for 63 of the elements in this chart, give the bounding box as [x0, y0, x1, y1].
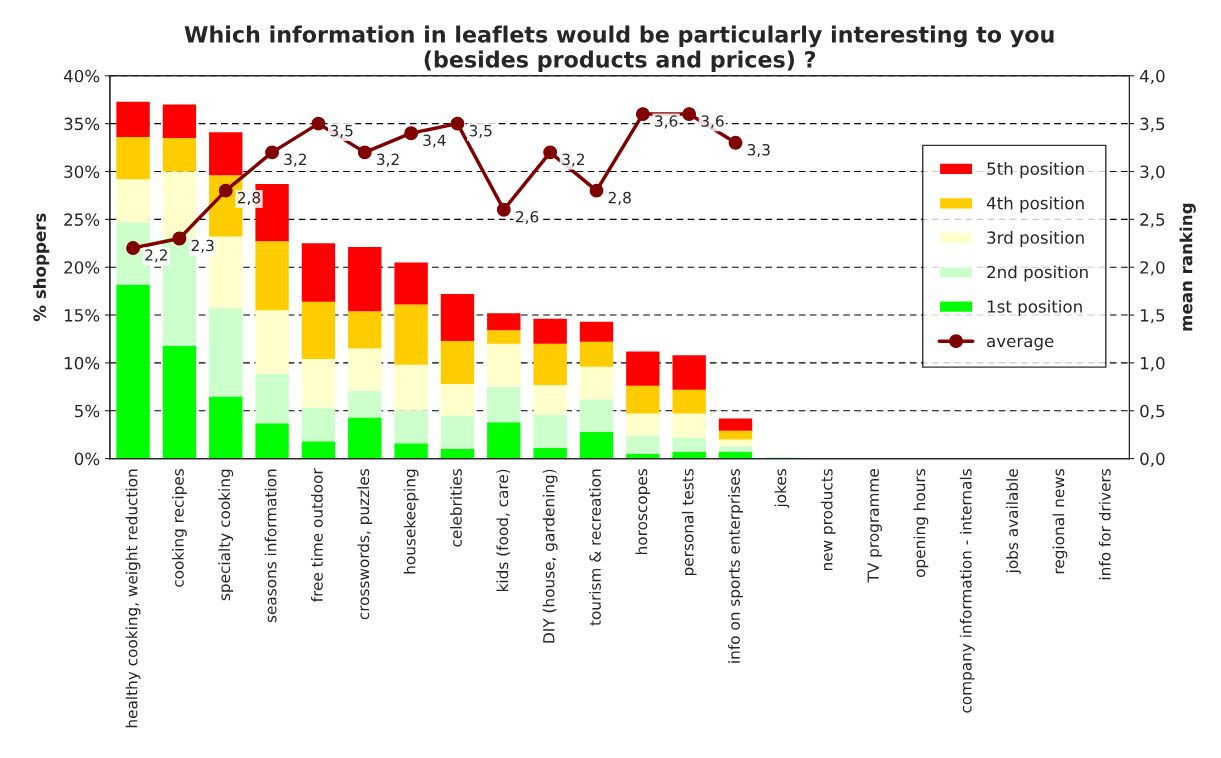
- legend-label: 3rd position: [987, 230, 1084, 248]
- x-tick-label: jobs available: [1006, 469, 1021, 574]
- x-tick-label: company information - internals: [959, 469, 975, 713]
- x-tick-label: opening hours: [913, 469, 929, 578]
- x-tick-label: healthy cooking, weight reduction: [125, 469, 141, 728]
- legend-label: 5th position: [987, 162, 1084, 179]
- data-label: 2,3: [191, 239, 214, 253]
- chart-title: Which information in leaflets would be particularly interesting to you (besides products and prices) ?: [184, 25, 1054, 73]
- data-label: 2,2: [145, 249, 167, 263]
- y2-axis-title: mean ranking: [1179, 203, 1196, 331]
- y-tick-label: 0%: [74, 452, 100, 466]
- x-tick-label: housekeeping: [403, 469, 419, 574]
- y2-tick-label: 2,0: [1140, 261, 1165, 276]
- legend-label: average: [987, 337, 1054, 351]
- x-tick-label: TV programme: [867, 469, 882, 583]
- y-tick-label: 35%: [64, 117, 100, 131]
- data-label: 3,3: [747, 144, 770, 158]
- data-label: 2,8: [608, 191, 631, 205]
- data-label: 3,2: [377, 153, 399, 167]
- data-label: 3,5: [469, 124, 492, 138]
- x-tick-label: crosswords, puzzles: [357, 469, 373, 620]
- data-label: 3,2: [562, 153, 585, 167]
- y2-tick-label: 1,5: [1140, 309, 1165, 324]
- y-tick-label: 30%: [64, 165, 100, 179]
- x-tick-label: DIY (house, gardening): [542, 469, 558, 643]
- y2-tick-label: 3,5: [1140, 117, 1165, 132]
- x-tick-label: jokes: [774, 469, 790, 508]
- data-label: 3,6: [701, 115, 724, 129]
- y-tick-label: 5%: [75, 404, 100, 418]
- y-axis-title: % shoppers: [33, 213, 50, 322]
- x-tick-label: celebrities: [450, 469, 462, 547]
- y2-tick-label: 1,0: [1140, 356, 1165, 372]
- y2-tick-label: 0,0: [1140, 452, 1165, 467]
- data-label: 3,4: [423, 134, 446, 148]
- x-tick-label: info on sports enterprises: [728, 469, 743, 663]
- x-tick-label: tourism & recreation: [589, 469, 601, 626]
- x-tick-label: cooking recipes: [172, 469, 187, 587]
- data-label: 2,6: [516, 210, 539, 225]
- x-tick-label: horoscopes: [635, 469, 651, 555]
- y-tick-label: 40%: [63, 69, 100, 83]
- legend-label: 2nd position: [987, 265, 1088, 282]
- data-label: 3,6: [655, 115, 678, 129]
- x-tick-label: new products: [820, 469, 836, 571]
- x-tick-label: specialty cooking: [218, 469, 234, 601]
- y2-tick-label: 2,5: [1140, 213, 1165, 228]
- y-tick-label: 25%: [64, 213, 100, 226]
- x-tick-label: info for drivers: [1098, 469, 1111, 580]
- y2-tick-label: 0,5: [1140, 404, 1165, 420]
- x-tick-label: free time outdoor: [311, 468, 323, 602]
- data-label: 3,2: [284, 153, 306, 167]
- data-label: 3,5: [330, 124, 353, 138]
- y-tick-label: 15%: [64, 309, 100, 322]
- y-tick-label: 10%: [64, 356, 100, 370]
- legend-label: 4th position: [986, 196, 1084, 213]
- y-tick-label: 20%: [64, 261, 100, 274]
- legend-label: 1st position: [987, 299, 1082, 317]
- x-tick-label: seasons information: [264, 469, 277, 623]
- x-tick-label: kids (food, care): [496, 469, 511, 592]
- x-tick-label: regional news: [1052, 469, 1068, 574]
- data-label: 2,8: [237, 191, 261, 205]
- y2-tick-label: 4,0: [1139, 69, 1165, 85]
- x-tick-label: personal tests: [681, 469, 697, 576]
- y2-tick-label: 3,0: [1140, 165, 1165, 180]
